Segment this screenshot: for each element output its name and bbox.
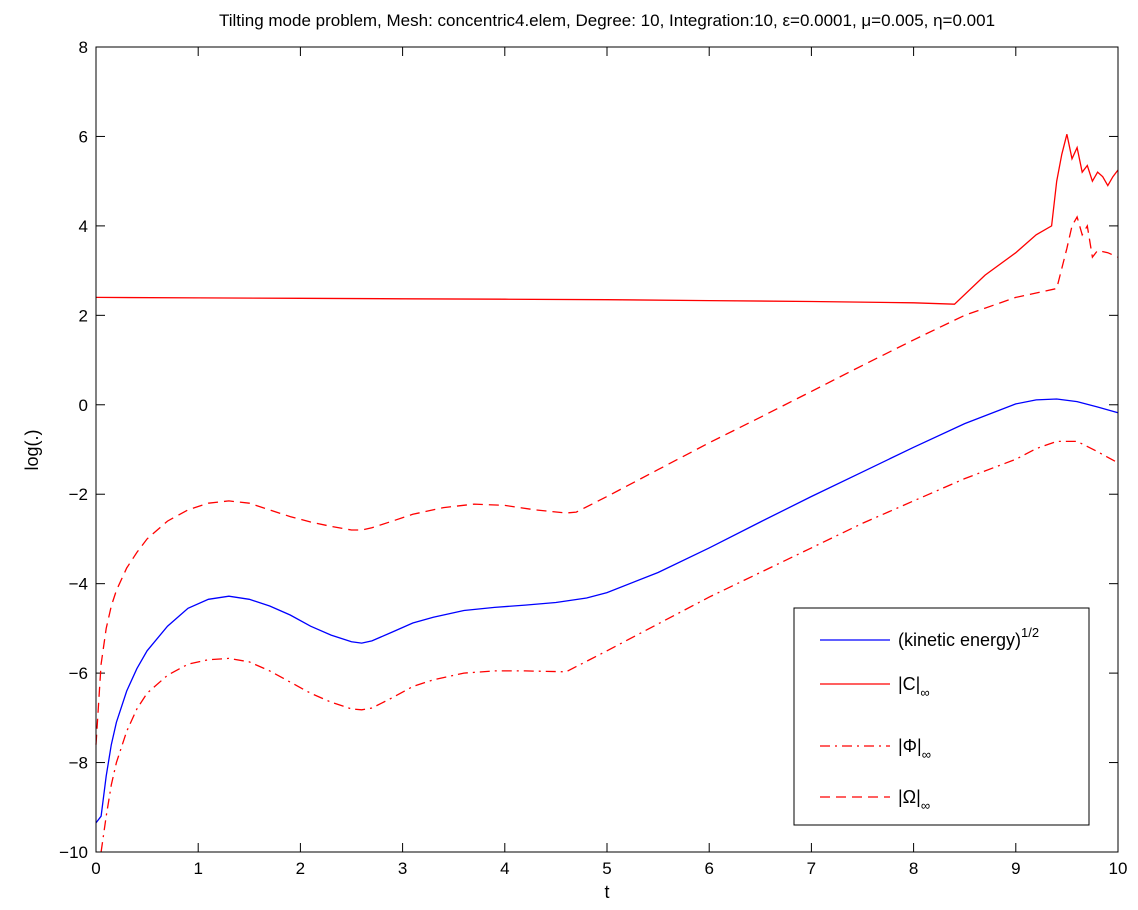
legend-label-1: |C|∞ bbox=[898, 674, 930, 700]
y-tick-label: 2 bbox=[79, 306, 88, 325]
x-tick-label: 8 bbox=[909, 859, 918, 878]
legend-label-3: |Ω|∞ bbox=[898, 787, 930, 813]
y-tick-label: 0 bbox=[79, 396, 88, 415]
y-tick-label: 4 bbox=[79, 217, 88, 236]
y-tick-label: −4 bbox=[69, 575, 88, 594]
plot-frame bbox=[95, 46, 1119, 853]
x-tick-label: 0 bbox=[91, 859, 100, 878]
series-line-0 bbox=[95, 398, 1119, 824]
chart-title: Tilting mode problem, Mesh: concentric4.… bbox=[219, 11, 995, 30]
x-tick-label: 1 bbox=[193, 859, 202, 878]
series-line-1 bbox=[95, 134, 1119, 305]
plot-lines bbox=[95, 134, 1119, 853]
x-tick-label: 2 bbox=[296, 859, 305, 878]
y-tick-label: 8 bbox=[79, 38, 88, 57]
x-tick-label: 10 bbox=[1109, 859, 1128, 878]
y-tick-label: −6 bbox=[69, 664, 88, 683]
x-tick-label: 5 bbox=[602, 859, 611, 878]
x-tick-label: 4 bbox=[500, 859, 509, 878]
x-tick-label: 7 bbox=[807, 859, 816, 878]
x-axis-label: t bbox=[604, 882, 609, 902]
x-tick-label: 3 bbox=[398, 859, 407, 878]
series-line-2 bbox=[100, 440, 1119, 853]
legend: (kinetic energy)1/2 |C|∞ |Φ|∞ |Ω|∞ bbox=[793, 607, 1090, 826]
legend-box bbox=[793, 607, 1090, 826]
y-axis-ticks: −10 −8 −6 −4 −2 0 2 4 6 8 bbox=[59, 38, 1118, 862]
legend-label-0: (kinetic energy)1/2 bbox=[898, 625, 1039, 650]
y-tick-label: −2 bbox=[69, 485, 88, 504]
y-tick-label: 6 bbox=[79, 127, 88, 146]
y-tick-label: −8 bbox=[69, 754, 88, 773]
x-axis-ticks: 0 1 2 3 4 5 6 7 8 9 10 bbox=[91, 47, 1127, 878]
legend-label-2: |Φ|∞ bbox=[898, 736, 931, 762]
y-tick-label: −10 bbox=[59, 843, 88, 862]
x-tick-label: 6 bbox=[704, 859, 713, 878]
legend-entries: (kinetic energy)1/2 |C|∞ |Φ|∞ |Ω|∞ bbox=[820, 625, 1039, 813]
series-line-3 bbox=[95, 215, 1119, 745]
x-tick-label: 9 bbox=[1011, 859, 1020, 878]
y-axis-label: log(.) bbox=[22, 429, 42, 470]
